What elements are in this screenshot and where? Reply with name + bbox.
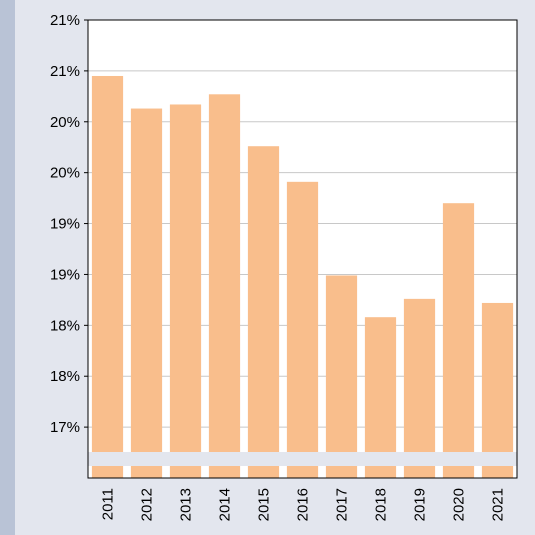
- y-tick-label: 21%: [50, 12, 80, 29]
- y-tick-label: 20%: [50, 165, 80, 182]
- x-tick-label: 2017: [334, 488, 351, 521]
- axis-break: [88, 452, 517, 466]
- y-tick-label: 17%: [50, 419, 80, 436]
- x-tick-label: 2018: [373, 488, 390, 521]
- y-tick-label: 20%: [50, 114, 80, 131]
- bar: [91, 75, 124, 478]
- bar: [403, 298, 436, 478]
- x-tick-label: 2020: [451, 488, 468, 521]
- bar: [481, 302, 514, 478]
- bar: [325, 275, 358, 478]
- x-tick-label: 2012: [139, 488, 156, 521]
- bar: [442, 203, 475, 478]
- y-tick-label: 19%: [50, 216, 80, 233]
- plot-border: [87, 19, 518, 479]
- x-tick-label: 2015: [256, 488, 273, 521]
- labels: 17% 18% 18% 19% 19% 20% 20% 21% 21% 2011 2012 2013 2…: [50, 12, 507, 521]
- bar: [247, 146, 280, 478]
- y-tick-label: 19%: [50, 266, 80, 283]
- x-tick-label: 2016: [295, 488, 312, 521]
- y-tick-label: 21%: [50, 63, 80, 80]
- x-tick-label: 2013: [178, 488, 195, 521]
- bar: [130, 108, 163, 479]
- bar: [208, 94, 241, 478]
- x-tick-label: 2021: [490, 488, 507, 521]
- side-strip: [0, 0, 15, 535]
- bar: [364, 317, 397, 478]
- x-tick-label: 2011: [100, 488, 117, 520]
- y-tick-label: 18%: [50, 317, 80, 334]
- x-tick-label: 2014: [217, 488, 234, 521]
- y-tick-label: 18%: [50, 368, 80, 385]
- bar: [169, 104, 202, 478]
- x-tick-label: 2019: [412, 488, 429, 521]
- bar: [286, 181, 319, 478]
- bars: [91, 75, 514, 479]
